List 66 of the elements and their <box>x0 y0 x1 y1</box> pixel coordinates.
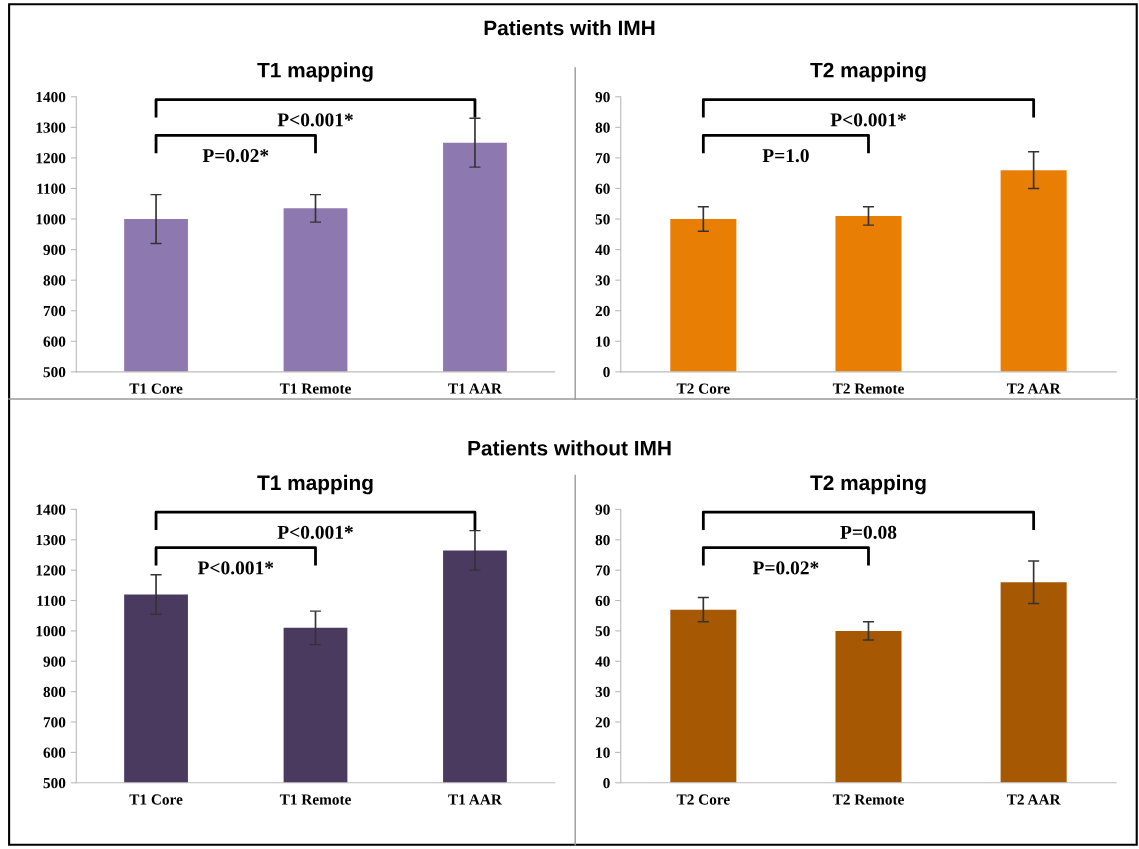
y-tick-label: 30 <box>595 686 610 698</box>
text: Patients with IMH <box>484 20 655 36</box>
y-tick-label: 1400 <box>36 91 66 103</box>
chart-title: T1 mapping <box>257 474 373 495</box>
y-tick-label: 90 <box>595 91 610 103</box>
y-tick-label: 0 <box>603 777 610 789</box>
y-tick-label: 90 <box>595 504 610 515</box>
y-tick-label: 70 <box>595 565 610 576</box>
y-tick-label: 900 <box>43 244 66 256</box>
x-tick-label: T2 Remote <box>832 794 904 805</box>
y-tick-label: 700 <box>43 717 66 728</box>
y-tick-label: 40 <box>595 244 610 256</box>
chart-title: T2 mapping <box>810 62 926 82</box>
y-tick-label: 80 <box>595 122 610 133</box>
y-tick-label: 50 <box>595 626 610 637</box>
x-tick-label: T2 Remote <box>832 383 904 394</box>
x-tick-label: T1 AAR <box>448 794 503 805</box>
y-tick-label: 700 <box>43 305 66 317</box>
y-tick-label: 1000 <box>36 626 66 637</box>
x-tick-label: T1 Core <box>129 383 183 394</box>
y-tick-label: 600 <box>43 747 66 758</box>
text: Patients without IMH <box>468 440 671 456</box>
y-tick-label: 40 <box>595 656 610 667</box>
y-tick-label: 1300 <box>36 122 66 133</box>
y-tick-label: 60 <box>595 183 610 194</box>
chart-title: T1 mapping <box>257 62 373 82</box>
x-tick-label: T1 Core <box>129 794 183 805</box>
y-tick-label: 20 <box>595 717 610 728</box>
y-tick-label: 1000 <box>36 214 66 225</box>
y-tick-label: 500 <box>43 367 66 378</box>
y-tick-label: 30 <box>595 275 610 286</box>
y-tick-label: 1400 <box>36 504 66 515</box>
x-tick-label: T1 Remote <box>279 794 351 805</box>
x-tick-label: T1 Remote <box>279 383 351 394</box>
y-tick-label: 0 <box>603 367 610 378</box>
annotation: P=0.02* <box>752 561 819 575</box>
annotation: P<0.001* <box>277 113 353 127</box>
annotation: P=0.08 <box>840 525 897 539</box>
y-tick-label: 1100 <box>37 595 66 606</box>
y-tick-label: 20 <box>595 305 610 317</box>
y-tick-label: 10 <box>596 336 610 347</box>
y-tick-label: 800 <box>43 686 66 698</box>
annotation: P=0.02* <box>202 149 269 163</box>
x-tick-label: T2 AAR <box>1006 383 1061 394</box>
x-tick-label: T2 AAR <box>1006 794 1061 805</box>
y-tick-label: 60 <box>595 595 610 606</box>
y-tick-label: 50 <box>595 214 610 225</box>
y-tick-label: 1200 <box>36 565 66 576</box>
y-tick-label: 600 <box>43 336 66 347</box>
x-tick-label: T2 Core <box>676 383 730 394</box>
y-tick-label: 900 <box>43 656 66 667</box>
x-tick-label: T1 AAR <box>448 383 503 394</box>
y-tick-label: 500 <box>43 777 66 789</box>
annotation: P<0.001* <box>830 113 906 127</box>
x-tick-label: T2 Core <box>676 794 730 805</box>
chart-title: T2 mapping <box>810 474 926 495</box>
y-tick-label: 1200 <box>36 153 66 164</box>
y-tick-label: 70 <box>595 153 610 164</box>
annotation: P<0.001* <box>197 561 274 575</box>
annotation: P=1.0 <box>762 149 809 163</box>
y-tick-label: 1100 <box>37 183 66 194</box>
annotation: P<0.001* <box>277 525 353 539</box>
y-tick-label: 10 <box>596 747 610 758</box>
y-tick-label: 80 <box>595 534 610 546</box>
y-tick-label: 800 <box>43 275 66 286</box>
y-tick-label: 1300 <box>36 534 66 546</box>
